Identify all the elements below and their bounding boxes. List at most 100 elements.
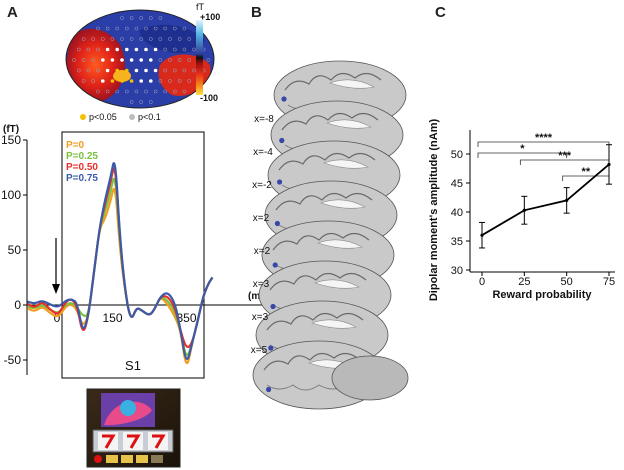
sensor-dot — [81, 37, 86, 41]
sensor-dot — [120, 37, 124, 41]
sensor-dot — [172, 26, 177, 31]
corpus-callosum — [326, 119, 372, 129]
dipole-location-dot — [274, 220, 280, 227]
sensor-dot — [120, 58, 124, 62]
brain-slices: x=-8 x=-4 x=-2 x=2 x=2 x=3 x=3 x=5 — [251, 60, 409, 410]
chart-x-tick-label: 0 — [479, 276, 485, 288]
sensor-dot — [110, 58, 115, 62]
sensor-dot — [129, 79, 134, 83]
sensor-dot — [144, 68, 148, 73]
sensor-dot — [163, 68, 168, 73]
brain-gyri — [278, 152, 376, 171]
corpus-callosum — [311, 319, 357, 329]
sensor-dot — [134, 89, 139, 94]
chart-series — [479, 144, 612, 249]
slice-label: x=-8 — [254, 114, 274, 125]
panel-letter-b: B — [251, 4, 262, 21]
slot-button-3 — [136, 455, 148, 463]
sensor-dot — [144, 89, 148, 94]
sensor-dot — [206, 58, 211, 62]
significance-bracket: **** — [477, 132, 610, 147]
sensor-dot — [105, 47, 110, 52]
waveform-window-box — [61, 131, 205, 379]
slice-label: x=5 — [251, 345, 268, 356]
sensor-dot — [134, 26, 139, 31]
brain-gyri — [266, 312, 364, 331]
stimulus-arrowhead — [52, 284, 60, 294]
sensor-dot — [148, 37, 153, 41]
sensor-dot — [129, 58, 134, 62]
sensor-dot — [148, 16, 153, 20]
corpus-callosum — [329, 79, 375, 89]
topomap-scale-max: +100 — [200, 12, 220, 22]
sensor-dot — [187, 79, 192, 83]
topomap-yellow-peak — [113, 70, 131, 82]
sensor-dot — [110, 37, 115, 41]
dipole-location-dot — [270, 303, 276, 310]
topomap-red-region — [66, 28, 125, 101]
chart-point — [480, 233, 484, 237]
chart-y-tick-label: 45 — [451, 178, 463, 190]
sensor-dot — [115, 47, 119, 52]
sensor-dot — [149, 79, 153, 83]
chart-significance-brackets: ********** — [477, 132, 610, 181]
sensor-dot — [129, 100, 134, 104]
sensor-dot — [129, 37, 134, 41]
slice-label: x=3 — [253, 279, 270, 290]
sensor-dot — [101, 58, 105, 62]
chart-y-label: Dipolar moment's amplitude (nAm) — [428, 119, 440, 302]
sensor-dot — [172, 89, 177, 94]
sensor-dot — [91, 79, 96, 83]
waveform-line-p025 — [27, 177, 214, 356]
sensor-dot — [144, 26, 148, 31]
bracket-stars: ** — [582, 166, 591, 178]
sensor-dot — [96, 68, 100, 73]
dipole-location-dot — [277, 179, 283, 185]
chart-y-tick-label: 35 — [451, 236, 463, 248]
series-label-p025: P=0.25 — [66, 151, 98, 162]
sensor-dot — [96, 47, 100, 52]
chart-y-tick-label: 30 — [451, 265, 463, 277]
sensor-dot — [182, 68, 187, 73]
series-label-p0: P=0 — [66, 140, 85, 151]
sensor-dot — [172, 47, 177, 52]
slot-machine-image — [86, 388, 181, 468]
sensor-dot — [76, 47, 81, 52]
sensor-dot — [81, 58, 86, 62]
sensor-dot — [101, 79, 105, 83]
sensor-dot — [172, 68, 177, 73]
legend-label-p005: p<0.05 — [89, 112, 117, 122]
sensor-dot — [115, 68, 119, 73]
corpus-callosum — [314, 279, 360, 289]
topomap-sensors — [72, 16, 211, 104]
sensor-dot — [86, 68, 91, 73]
slot-button-1 — [106, 455, 118, 463]
waveform-window-label: S1 — [125, 358, 141, 373]
topomap: fT +100 -100 p<0.05 p<0.1 — [65, 2, 220, 122]
dipole-location-dot — [266, 386, 272, 393]
waveform-y-tick-label: 150 — [1, 133, 21, 147]
chart-point — [607, 162, 611, 167]
dipole-location-dot — [279, 137, 285, 144]
dipole-chart: 30 35 40 45 50 0 25 50 75 Reward probability Di… — [428, 119, 615, 302]
sensor-dot — [148, 100, 153, 104]
brain-gyri — [275, 192, 373, 211]
slot-seven-2 — [127, 434, 141, 449]
dipole-location-dot — [272, 262, 278, 268]
panel-letter-c: C — [435, 4, 446, 21]
brain-gyri-lower — [266, 384, 348, 391]
corpus-callosum — [317, 239, 363, 249]
bracket-line — [477, 152, 568, 158]
slice-label: x=-4 — [253, 147, 273, 158]
sensor-dot — [72, 58, 76, 62]
sensor-dot — [163, 26, 168, 31]
chart-point — [522, 208, 526, 212]
sensor-dot — [177, 37, 182, 41]
sensor-dot — [163, 89, 168, 94]
sensor-dot — [168, 37, 172, 41]
slot-seven-3 — [152, 434, 166, 449]
sensor-dot — [192, 68, 196, 73]
slot-screen-logo — [120, 400, 136, 416]
sensor-dot — [158, 79, 163, 83]
significance-bracket: ** — [562, 166, 610, 181]
